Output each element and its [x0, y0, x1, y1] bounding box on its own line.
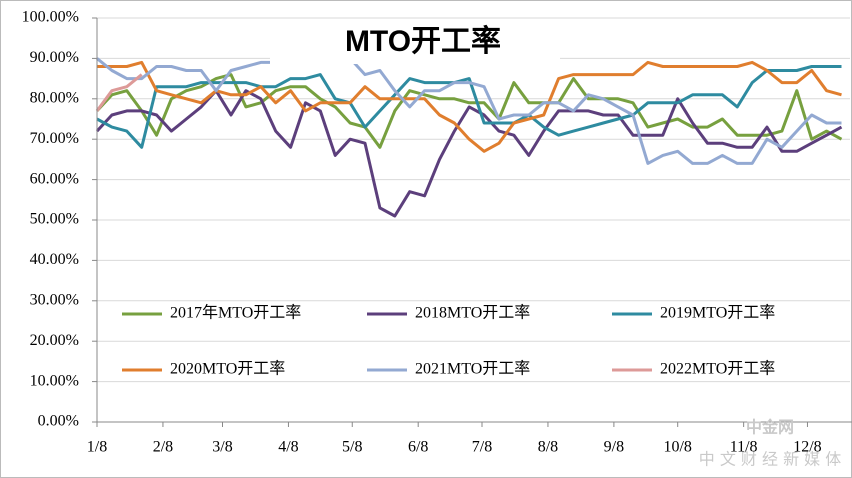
legend-label: 2021MTO开工率	[415, 360, 530, 378]
title-bg	[270, 20, 560, 64]
x-tick-label: 1/8	[87, 439, 107, 456]
x-tick-label: 9/8	[604, 439, 624, 456]
grid	[92, 17, 850, 427]
legend-label: 2017年MTO开工率	[170, 304, 301, 322]
legend-label: 2022MTO开工率	[660, 360, 775, 378]
y-tick-label: 10.00%	[30, 372, 79, 389]
y-tick-label: 90.00%	[30, 49, 79, 66]
y-tick-label: 80.00%	[30, 89, 79, 106]
legend-label: 2020MTO开工率	[170, 360, 285, 378]
x-tick-label: 3/8	[212, 439, 232, 456]
y-tick-label: 30.00%	[30, 291, 79, 308]
watermark: 中金网	[746, 418, 794, 437]
chart-title: MTO开工率	[345, 25, 501, 58]
x-tick-label: 6/8	[408, 439, 428, 456]
y-tick-label: 100.00%	[22, 9, 79, 26]
y-tick-label: 0.00%	[38, 413, 79, 430]
series-line	[97, 60, 842, 153]
y-tick-label: 40.00%	[30, 251, 79, 268]
lines	[95, 56, 843, 218]
x-tick-label: 11/8	[730, 439, 758, 456]
legend-label: 2018MTO开工率	[415, 304, 530, 322]
y-tick-label: 50.00%	[30, 211, 79, 228]
series-line	[95, 89, 843, 218]
watermark-sub: 中 文 财 经 新 媒 体	[699, 450, 842, 469]
legend-label: 2019MTO开工率	[660, 304, 775, 322]
y-tick-label: 70.00%	[30, 130, 79, 147]
x-tick-label: 4/8	[278, 439, 298, 456]
x-tick-label: 7/8	[472, 439, 492, 456]
series-line	[96, 56, 842, 165]
x-tick-label: 12/8	[793, 439, 821, 456]
x-tick-label: 5/8	[342, 439, 362, 456]
y-tick-label: 20.00%	[30, 332, 79, 349]
x-tick-label: 2/8	[153, 439, 173, 456]
x-tick-label: 10/8	[663, 439, 691, 456]
x-tick-label: 8/8	[538, 439, 558, 456]
y-tick-label: 60.00%	[30, 170, 79, 187]
series-line	[95, 73, 143, 112]
series-line	[95, 73, 843, 149]
